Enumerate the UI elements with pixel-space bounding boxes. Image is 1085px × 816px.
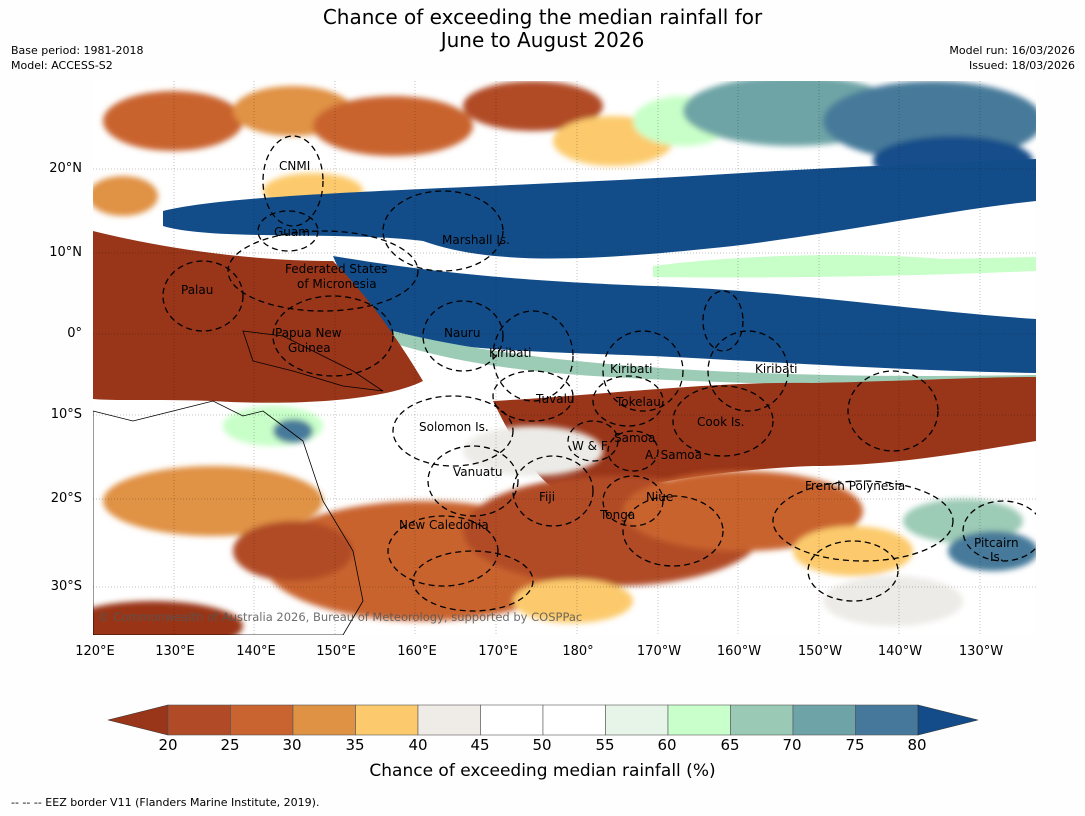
south-field [93, 406, 1036, 635]
colorbar-tick-65: 65 [720, 736, 740, 754]
region-labels: CNMI Guam Marshall Is. Federated States … [181, 159, 1019, 564]
label-solomon-is: Solomon Is. [419, 420, 489, 434]
wet-fringe [393, 331, 1036, 387]
lon-label-180: 180° [562, 644, 594, 659]
colorbar-tick-35: 35 [345, 736, 365, 754]
colorbar-segment [480, 704, 544, 736]
map-canvas: CNMI Guam Marshall Is. Federated States … [93, 81, 1036, 635]
label-marshall-is: Marshall Is. [442, 233, 510, 247]
label-wallis-futuna: W & F [572, 439, 608, 453]
equatorial-wet-tongue [333, 256, 1036, 373]
lat-label-20s: 20°S [50, 491, 82, 506]
colorbar-segment [667, 704, 731, 736]
colorbar-extend-high [917, 704, 979, 736]
colorbar-extend-low [107, 704, 169, 736]
base-period: Base period: 1981-2018 [11, 44, 144, 57]
copyright-notice: © Commonwealth of Australia 2026, Bureau… [98, 610, 582, 624]
colorbar-segment [730, 704, 794, 736]
colorbar-tick-50: 50 [532, 736, 552, 754]
itcz-wet-band [163, 159, 1036, 259]
lon-label-170e: 170°E [478, 644, 518, 659]
lon-label-130e: 130°E [155, 644, 195, 659]
model-run: Model run: 16/03/2026 [949, 44, 1075, 57]
lat-label-20n: 20°N [49, 161, 82, 176]
model-name: Model: ACCESS-S2 [11, 59, 113, 72]
issued-date: Issued: 18/03/2026 [968, 59, 1075, 72]
colorbar-segment [355, 704, 419, 736]
australia-coastline [93, 400, 364, 635]
colorbar-segment [417, 704, 481, 736]
label-png-line1: Papua New [275, 326, 342, 340]
colorbar [107, 704, 979, 736]
label-fsm-line2: of Micronesia [297, 277, 377, 291]
title-line-2: June to August 2026 [440, 28, 645, 52]
lat-label-30s: 30°S [50, 579, 82, 594]
colorbar-tick-70: 70 [782, 736, 802, 754]
label-cook-is: Cook Is. [697, 415, 744, 429]
western-dry-zone [93, 231, 423, 403]
colorbar-segment [167, 704, 231, 736]
colorbar-tick-55: 55 [595, 736, 615, 754]
colorbar-tick-60: 60 [657, 736, 677, 754]
colorbar-tick-20: 20 [158, 736, 178, 754]
colorbar-tick-75: 75 [845, 736, 865, 754]
graticule [93, 81, 1036, 635]
wet-streak [653, 255, 1036, 278]
lon-label-130w: 130°W [958, 644, 1004, 659]
label-png-line2: Guinea [288, 341, 331, 355]
label-pitcairn-line1: Pitcairn [974, 536, 1019, 550]
colorbar-label: Chance of exceeding median rainfall (%) [369, 761, 716, 781]
label-tuvalu: Tuvalu [535, 392, 575, 406]
lat-label-eq: 0° [67, 326, 82, 341]
label-samoa: Samoa [614, 431, 655, 445]
label-pitcairn-line2: Is. [990, 550, 1004, 564]
colorbar-segment [855, 704, 919, 736]
lon-label-170w: 170°W [636, 644, 682, 659]
label-nauru: Nauru [444, 326, 480, 340]
title-line-1: Chance of exceeding the median rainfall … [322, 5, 763, 29]
colorbar-tick-45: 45 [470, 736, 490, 754]
lon-label-120e: 120°E [75, 644, 115, 659]
label-french-polynesia: French Polynesia [805, 479, 905, 493]
colorbar-tick-30: 30 [282, 736, 302, 754]
lon-label-160e: 160°E [397, 644, 437, 659]
label-cnmi: CNMI [279, 159, 310, 173]
label-fsm-line1: Federated States [285, 262, 387, 276]
label-niue: Niue [646, 490, 673, 504]
label-palau: Palau [181, 283, 213, 297]
label-fiji: Fiji [539, 490, 555, 504]
colorbar-tick-40: 40 [408, 736, 428, 754]
label-new-caledonia: New Caledonia [399, 518, 489, 532]
map-title: Chance of exceeding the median rainfall … [0, 6, 1085, 52]
colorbar-segment [292, 704, 356, 736]
colorbar-tick-80: 80 [907, 736, 927, 754]
lat-label-10s: 10°S [50, 407, 82, 422]
lon-label-140e: 140°E [236, 644, 276, 659]
eez-footnote: -- -- -- EEZ border V11 (Flanders Marine… [11, 796, 320, 809]
lon-label-150e: 150°E [316, 644, 356, 659]
rainfall-map: CNMI Guam Marshall Is. Federated States … [93, 81, 1036, 635]
label-kiribati-west: Kiribati [489, 346, 531, 360]
colorbar-segment [542, 704, 606, 736]
lon-label-150w: 150°W [797, 644, 843, 659]
label-kiribati-east: Kiribati [755, 362, 797, 376]
label-kiribati-central: Kiribati [610, 362, 652, 376]
lon-label-140w: 140°W [877, 644, 923, 659]
label-tokelau: Tokelau [615, 395, 661, 409]
lon-label-160w: 160°W [716, 644, 762, 659]
label-vanuatu: Vanuatu [453, 465, 503, 479]
label-guam: Guam [274, 225, 310, 239]
meta-left: Base period: 1981-2018 Model: ACCESS-S2 [11, 43, 143, 73]
label-american-samoa: A. Samoa [645, 448, 702, 462]
label-tonga: Tonga [599, 508, 635, 522]
colorbar-segment [605, 704, 669, 736]
colorbar-tick-25: 25 [220, 736, 240, 754]
eez-borders [162, 135, 1036, 612]
lat-label-10n: 10°N [49, 245, 82, 260]
south-pacific-dry-band [493, 377, 1036, 501]
colorbar-segment [792, 704, 856, 736]
colorbar-segment [230, 704, 294, 736]
meta-right: Model run: 16/03/2026 Issued: 18/03/2026 [949, 43, 1075, 73]
new-guinea-coastline [242, 330, 384, 392]
